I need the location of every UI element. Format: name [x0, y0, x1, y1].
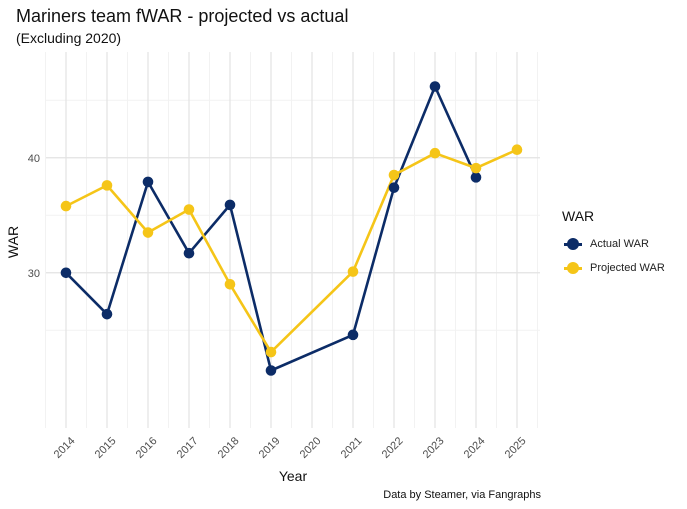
x-tick-label-2022: 2022 — [380, 435, 406, 461]
data-point-projected-war-2024 — [470, 162, 482, 174]
x-tick-label-2023: 2023 — [421, 435, 447, 461]
legend-label-projected-war: Projected WAR — [590, 262, 665, 274]
x-tick-label-2014: 2014 — [52, 435, 78, 461]
data-point-actual-war-2019 — [265, 365, 277, 376]
data-point-projected-war-2018 — [224, 278, 236, 290]
data-point-projected-war-2021 — [347, 266, 359, 277]
axes: 30 40 2014 2015 2016 2017 2018 2019 2020 2021 2022… — [5, 153, 529, 484]
data-point-actual-war-2024 — [470, 172, 482, 183]
legend: WAR Actual WAR Projected WAR — [562, 208, 665, 280]
data-point-actual-war-2016 — [142, 176, 154, 188]
x-tick-label-2024: 2024 — [462, 435, 488, 461]
y-tick-label: 40 — [28, 153, 40, 165]
data-point-projected-war-2025 — [511, 144, 523, 156]
grid-lines — [45, 52, 540, 428]
chart-subtitle: (Excluding 2020) — [16, 30, 122, 46]
x-tick-label-2018: 2018 — [216, 435, 242, 461]
legend-key-projected-war — [562, 258, 584, 278]
legend-item-actual-war: Actual WAR — [562, 232, 665, 256]
x-tick-label-2017: 2017 — [175, 435, 201, 461]
x-tick-label-2019: 2019 — [257, 435, 283, 461]
data-point-actual-war-2023 — [429, 81, 441, 92]
x-tick-label-2016: 2016 — [134, 435, 160, 461]
chart-caption: Data by Steamer, via Fangraphs — [383, 489, 541, 501]
series-line-actual-war — [65, 85, 478, 372]
x-tick-label-2020: 2020 — [298, 435, 324, 461]
data-point-projected-war-2022 — [388, 169, 400, 181]
legend-label-actual-war: Actual WAR — [590, 238, 649, 250]
x-axis-label: Year — [279, 468, 308, 484]
legend-title: WAR — [562, 208, 595, 224]
data-point-actual-war-2015 — [101, 308, 113, 320]
data-point-projected-war-2017 — [183, 204, 195, 215]
series-layer — [60, 81, 523, 376]
data-point-projected-war-2023 — [429, 147, 441, 159]
x-tick-label-2021: 2021 — [339, 435, 365, 461]
data-point-actual-war-2022 — [388, 182, 400, 193]
x-tick-label-2015: 2015 — [93, 435, 119, 461]
chart-title: Mariners team fWAR - projected vs actual — [16, 6, 349, 26]
y-axis-label: WAR — [5, 226, 21, 258]
legend-key-actual-war — [562, 234, 584, 254]
data-point-projected-war-2016 — [142, 227, 154, 238]
data-point-actual-war-2017 — [183, 247, 195, 259]
data-point-projected-war-2015 — [101, 180, 113, 191]
x-tick-label-2025: 2025 — [503, 435, 529, 461]
legend-item-projected-war: Projected WAR — [562, 256, 665, 280]
data-point-projected-war-2019 — [265, 346, 277, 358]
data-point-actual-war-2014 — [60, 267, 72, 279]
data-point-projected-war-2014 — [60, 200, 72, 212]
data-point-actual-war-2018 — [224, 199, 236, 211]
y-tick-label: 30 — [28, 268, 40, 280]
data-point-actual-war-2021 — [347, 329, 359, 341]
